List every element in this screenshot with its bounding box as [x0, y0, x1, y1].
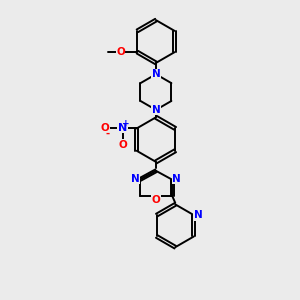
Text: +: +: [122, 118, 130, 127]
Text: O: O: [100, 124, 109, 134]
Text: -: -: [106, 128, 110, 139]
Text: O: O: [152, 195, 160, 205]
Text: N: N: [131, 173, 140, 184]
Text: N: N: [194, 210, 203, 220]
Text: O: O: [118, 140, 127, 150]
Text: O: O: [116, 47, 125, 57]
Text: N: N: [118, 123, 127, 133]
Text: N: N: [152, 105, 160, 115]
Text: N: N: [172, 173, 181, 184]
Text: N: N: [152, 69, 160, 79]
